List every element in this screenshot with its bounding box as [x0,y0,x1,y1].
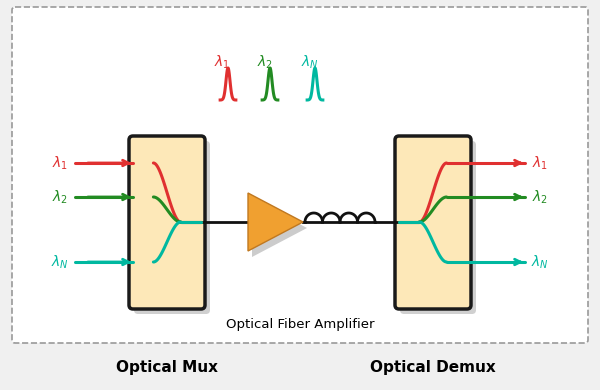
Text: $\lambda_1$: $\lambda_1$ [214,53,230,71]
Polygon shape [252,199,307,257]
Text: $\lambda_N$: $\lambda_N$ [51,253,69,271]
FancyBboxPatch shape [129,136,205,309]
Text: $\lambda_2$: $\lambda_2$ [52,188,68,206]
FancyBboxPatch shape [400,141,476,314]
Text: Optical Mux: Optical Mux [116,360,218,375]
Text: Optical Fiber Amplifier: Optical Fiber Amplifier [226,318,374,331]
Text: $\lambda_N$: $\lambda_N$ [531,253,549,271]
Text: $\lambda_N$: $\lambda_N$ [301,53,319,71]
Text: $\lambda_2$: $\lambda_2$ [257,53,273,71]
Polygon shape [248,193,303,251]
Text: $\lambda_1$: $\lambda_1$ [532,154,548,172]
FancyBboxPatch shape [12,7,588,343]
FancyBboxPatch shape [395,136,471,309]
FancyBboxPatch shape [134,141,210,314]
Text: Optical Demux: Optical Demux [370,360,496,375]
Text: $\lambda_1$: $\lambda_1$ [52,154,68,172]
Text: $\lambda_2$: $\lambda_2$ [532,188,548,206]
